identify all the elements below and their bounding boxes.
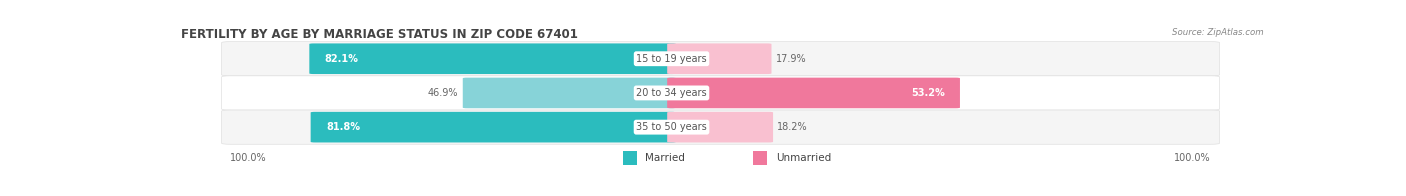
FancyBboxPatch shape (668, 44, 772, 74)
FancyBboxPatch shape (222, 110, 1219, 144)
FancyBboxPatch shape (222, 76, 1219, 110)
Text: Unmarried: Unmarried (776, 153, 831, 163)
Bar (754, 151, 768, 165)
Text: 15 to 19 years: 15 to 19 years (637, 54, 707, 64)
Text: 82.1%: 82.1% (325, 54, 359, 64)
Text: Source: ZipAtlas.com: Source: ZipAtlas.com (1171, 28, 1263, 37)
Text: 46.9%: 46.9% (427, 88, 458, 98)
Text: 81.8%: 81.8% (326, 122, 360, 132)
Text: 35 to 50 years: 35 to 50 years (636, 122, 707, 132)
Text: 20 to 34 years: 20 to 34 years (637, 88, 707, 98)
Text: 17.9%: 17.9% (776, 54, 807, 64)
Text: 100.0%: 100.0% (1174, 153, 1211, 163)
Text: 53.2%: 53.2% (911, 88, 945, 98)
FancyBboxPatch shape (463, 78, 676, 108)
FancyBboxPatch shape (311, 112, 676, 142)
FancyBboxPatch shape (668, 112, 773, 142)
FancyBboxPatch shape (668, 78, 960, 108)
Text: Married: Married (645, 153, 685, 163)
FancyBboxPatch shape (309, 44, 676, 74)
Text: 18.2%: 18.2% (778, 122, 808, 132)
Text: FERTILITY BY AGE BY MARRIAGE STATUS IN ZIP CODE 67401: FERTILITY BY AGE BY MARRIAGE STATUS IN Z… (181, 28, 578, 41)
Bar (623, 151, 637, 165)
Text: 100.0%: 100.0% (231, 153, 267, 163)
FancyBboxPatch shape (222, 42, 1219, 76)
